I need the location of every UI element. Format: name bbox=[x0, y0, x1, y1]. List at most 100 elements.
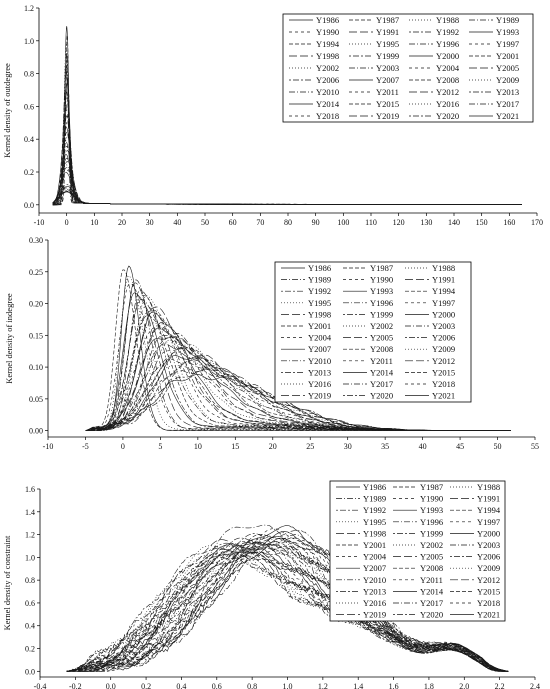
x-tick-label: 30 bbox=[146, 218, 154, 227]
legend-label-Y1995: Y1995 bbox=[308, 298, 331, 308]
legend-label-Y1988: Y1988 bbox=[436, 15, 459, 25]
series-line-Y2005 bbox=[52, 150, 522, 206]
x-tick-label: 10 bbox=[194, 442, 202, 451]
x-tick-label: 30 bbox=[344, 442, 352, 451]
legend-label-Y2005: Y2005 bbox=[370, 333, 393, 343]
series-line-Y2019 bbox=[52, 191, 522, 206]
y-tick-label: 0.25 bbox=[29, 268, 43, 277]
legend-label-Y2017: Y2017 bbox=[370, 379, 393, 389]
legend-label-Y2008: Y2008 bbox=[436, 75, 459, 85]
legend-label-Y2010: Y2010 bbox=[308, 356, 331, 366]
legend-label-Y1997: Y1997 bbox=[432, 298, 455, 308]
x-tick-label: 1.4 bbox=[353, 682, 363, 689]
legend-label-Y2001: Y2001 bbox=[496, 51, 519, 61]
x-tick-label: 0.8 bbox=[247, 682, 257, 689]
y-tick-label: 0.2 bbox=[25, 645, 35, 654]
series-line-Y2015 bbox=[66, 534, 509, 672]
legend-label-Y1989: Y1989 bbox=[363, 494, 386, 504]
x-tick-label: 1.0 bbox=[283, 682, 293, 689]
series-line-Y1999 bbox=[66, 548, 509, 672]
x-tick-label: 0 bbox=[121, 442, 125, 451]
x-tick-label: 1.2 bbox=[318, 682, 328, 689]
y-tick-label: 0.2 bbox=[24, 168, 34, 177]
series-line-Y2010 bbox=[52, 167, 522, 206]
legend-label-Y1991: Y1991 bbox=[477, 494, 500, 504]
x-tick-label: 1.6 bbox=[389, 682, 399, 689]
legend: Y1986 Y1987 Y1988 Y1989 Y1990 Y1991 Y1992 Y1993… bbox=[329, 480, 506, 622]
legend-label-Y1989: Y1989 bbox=[308, 275, 331, 285]
legend-label-Y2020: Y2020 bbox=[436, 111, 459, 121]
x-tick-label: 20 bbox=[269, 442, 277, 451]
legend-label-Y2018: Y2018 bbox=[316, 111, 339, 121]
legend-label-Y2014: Y2014 bbox=[316, 99, 340, 109]
series-line-Y2013 bbox=[52, 184, 522, 206]
legend-label-Y1998: Y1998 bbox=[316, 51, 339, 61]
series-line-Y1997 bbox=[66, 547, 509, 672]
series-line-Y2021 bbox=[66, 525, 509, 672]
y-tick-label: 0.4 bbox=[24, 135, 34, 144]
series-line-Y1989 bbox=[85, 279, 511, 431]
legend-label-Y1999: Y1999 bbox=[376, 51, 399, 61]
y-axis-label: Kernel density of outdegree bbox=[2, 63, 12, 158]
legend-label-Y1995: Y1995 bbox=[363, 517, 386, 527]
legend-label-Y1987: Y1987 bbox=[420, 482, 443, 492]
series-line-Y2006 bbox=[52, 154, 522, 206]
legend-label-Y2009: Y2009 bbox=[432, 344, 455, 354]
legend-box bbox=[329, 480, 506, 622]
legend-label-Y2001: Y2001 bbox=[363, 540, 386, 550]
x-tick-label: 15 bbox=[231, 442, 239, 451]
legend-label-Y2016: Y2016 bbox=[363, 598, 386, 608]
legend-label-Y2007: Y2007 bbox=[363, 563, 386, 573]
legend-label-Y1989: Y1989 bbox=[496, 15, 519, 25]
series-line-Y2021 bbox=[52, 191, 522, 206]
x-tick-label: 40 bbox=[419, 442, 427, 451]
series-line-Y2004 bbox=[52, 146, 522, 206]
x-tick-label: 10 bbox=[90, 218, 98, 227]
legend-label-Y1987: Y1987 bbox=[370, 263, 393, 273]
x-tick-label: 90 bbox=[312, 218, 320, 227]
series-group bbox=[52, 26, 522, 206]
legend-label-Y2011: Y2011 bbox=[370, 356, 393, 366]
legend-label-Y2000: Y2000 bbox=[477, 528, 500, 538]
series-line-Y2014 bbox=[52, 186, 522, 206]
x-tick-label: 120 bbox=[393, 218, 405, 227]
y-tick-label: 0.4 bbox=[25, 622, 35, 631]
x-tick-label: 40 bbox=[173, 218, 181, 227]
series-line-Y1997 bbox=[52, 109, 522, 206]
legend-label-Y2013: Y2013 bbox=[496, 87, 519, 97]
x-tick-label: 60 bbox=[229, 218, 237, 227]
y-tick-label: 0.6 bbox=[25, 599, 35, 608]
legend-label-Y2008: Y2008 bbox=[370, 344, 393, 354]
series-line-Y2017 bbox=[52, 189, 522, 206]
legend-label-Y2016: Y2016 bbox=[436, 99, 459, 109]
x-tick-label: -0.4 bbox=[34, 682, 47, 689]
x-tick-label: 0.6 bbox=[212, 682, 222, 689]
legend: Y1986 Y1987 Y1988 Y1989 Y1990 Y1991 Y1992 Y1993… bbox=[282, 13, 534, 123]
y-tick-label: 1.4 bbox=[25, 508, 35, 517]
legend-label-Y1992: Y1992 bbox=[363, 505, 386, 515]
indegree-chart: -10 -5 0 5 10 15 20 25 30 35 40 45 50 55 0.00 0.05 0.10 0… bbox=[4, 236, 539, 451]
series-line-Y1995 bbox=[66, 543, 509, 672]
legend-label-Y2006: Y2006 bbox=[316, 75, 339, 85]
series-line-Y2020 bbox=[66, 533, 509, 672]
legend-label-Y2015: Y2015 bbox=[432, 367, 455, 377]
legend-label-Y2001: Y2001 bbox=[308, 321, 331, 331]
legend-label-Y2014: Y2014 bbox=[370, 367, 394, 377]
legend-label-Y2017: Y2017 bbox=[420, 598, 443, 608]
legend-label-Y1998: Y1998 bbox=[308, 309, 331, 319]
legend-label-Y1991: Y1991 bbox=[432, 275, 455, 285]
series-line-Y2005 bbox=[66, 547, 509, 672]
series-line-Y2011 bbox=[52, 169, 522, 206]
legend-label-Y2009: Y2009 bbox=[496, 75, 519, 85]
legend-label-Y2005: Y2005 bbox=[496, 63, 519, 73]
legend-label-Y1997: Y1997 bbox=[477, 517, 500, 527]
series-group bbox=[66, 524, 509, 672]
x-tick-label: -10 bbox=[43, 442, 54, 451]
legend-label-Y2018: Y2018 bbox=[432, 379, 455, 389]
series-line-Y2001 bbox=[85, 315, 511, 431]
y-tick-label: 0.6 bbox=[24, 102, 34, 111]
legend-label-Y2004: Y2004 bbox=[308, 333, 332, 343]
legend-label-Y2013: Y2013 bbox=[308, 367, 331, 377]
legend-label-Y2002: Y2002 bbox=[316, 63, 339, 73]
legend-label-Y2003: Y2003 bbox=[376, 63, 399, 73]
